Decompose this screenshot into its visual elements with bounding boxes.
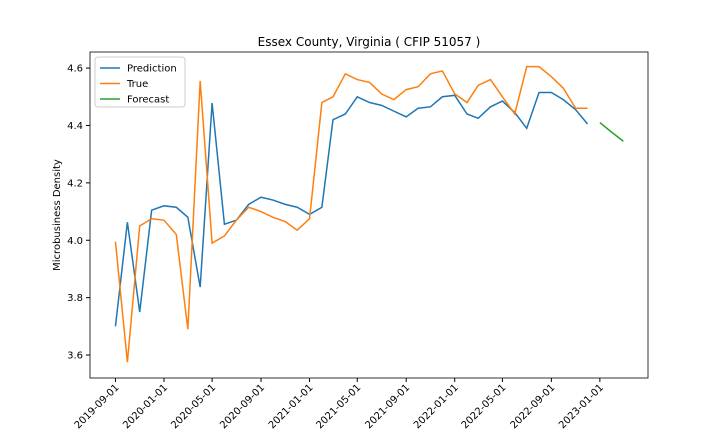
legend-label: Forecast — [127, 95, 169, 106]
x-tick-label: 2021-09-01 — [363, 382, 412, 431]
x-tick-label: 2020-01-01 — [121, 382, 170, 431]
x-tick-label: 2022-09-01 — [509, 382, 558, 431]
x-tick-label: 2022-01-01 — [412, 382, 461, 431]
y-tick-label: 4.6 — [67, 64, 83, 75]
series-line — [114, 65, 588, 363]
y-tick-label: 3.8 — [67, 293, 83, 304]
legend-box — [94, 56, 186, 108]
legend-label: Prediction — [127, 64, 177, 75]
y-axis-label: Microbusiness Density — [52, 159, 63, 271]
legend-label: True — [126, 79, 148, 90]
x-tick-label: 2022-05-01 — [460, 382, 509, 431]
x-tick-label: 2020-09-01 — [218, 382, 267, 431]
x-tick-label: 2020-05-01 — [169, 382, 218, 431]
x-tick-label: 2023-01-01 — [557, 382, 606, 431]
x-tick-label: 2019-09-01 — [73, 382, 122, 431]
series-line — [114, 91, 589, 327]
y-tick-label: 4.0 — [67, 236, 83, 247]
y-tick-label: 4.2 — [67, 178, 83, 189]
y-tick-label: 4.4 — [67, 121, 83, 132]
y-tick-label: 3.6 — [67, 351, 83, 362]
chart-title: Essex County, Virginia ( CFIP 51057 ) — [258, 35, 481, 49]
series-line — [599, 122, 624, 142]
x-tick-label: 2021-01-01 — [267, 382, 316, 431]
x-tick-label: 2021-05-01 — [315, 382, 364, 431]
plot-frame — [89, 51, 649, 379]
